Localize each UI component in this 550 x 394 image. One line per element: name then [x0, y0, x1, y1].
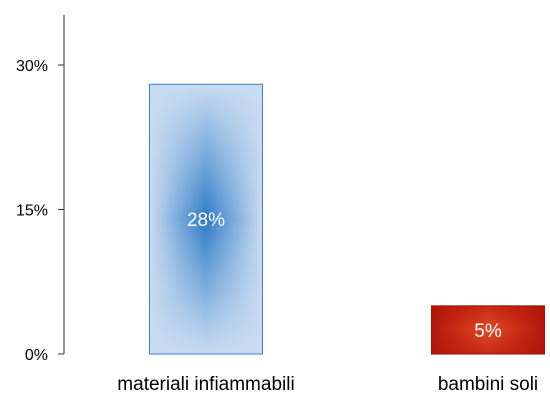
x-category-label: bambini soli — [438, 374, 538, 394]
y-tick-label: 15% — [16, 203, 48, 220]
y-tick-label: 0% — [25, 347, 48, 364]
bar-value-label: 5% — [474, 321, 502, 342]
bar-value-label: 28% — [187, 210, 225, 231]
bar-shading — [431, 305, 545, 355]
x-category-label: materiali infiammabili — [117, 374, 294, 394]
y-axis-ticks: 0% 15% 30% — [16, 58, 64, 364]
category-labels: materiali infiammabili bambini soli — [117, 374, 538, 394]
bars-group: 28% 5% — [149, 83, 545, 355]
bar-shading — [149, 83, 263, 355]
y-tick-label: 30% — [16, 58, 48, 75]
